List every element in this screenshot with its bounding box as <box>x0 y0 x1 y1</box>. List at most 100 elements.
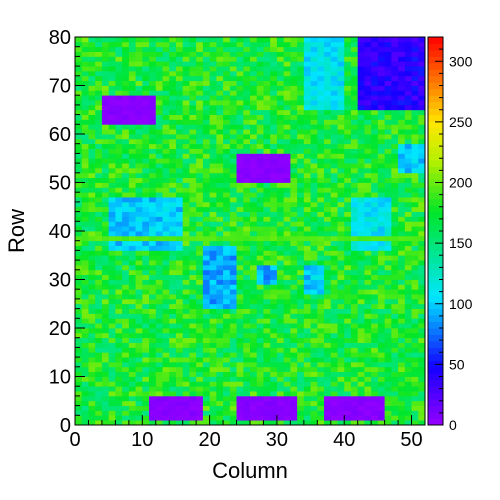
heatmap-cell <box>330 221 338 227</box>
heatmap-cell <box>263 328 271 334</box>
heatmap-cell <box>162 366 170 373</box>
heatmap-cell <box>357 143 365 149</box>
heatmap-cell <box>337 75 345 82</box>
heatmap-cell <box>377 289 386 295</box>
heatmap-cell <box>243 269 251 276</box>
heatmap-cell <box>270 328 278 334</box>
heatmap-cell <box>398 361 406 368</box>
heatmap-cell <box>310 75 318 82</box>
heatmap-cell <box>115 279 123 285</box>
heatmap-cell <box>263 114 271 120</box>
heatmap-cell <box>122 114 130 120</box>
heatmap-cell <box>122 70 130 77</box>
heatmap-cell <box>81 211 89 217</box>
heatmap-cell <box>229 328 237 334</box>
heatmap-cell <box>162 90 170 96</box>
heatmap-cell <box>391 206 399 212</box>
heatmap-cell <box>202 400 211 406</box>
heatmap-cell <box>202 318 211 324</box>
heatmap-cell <box>236 143 244 149</box>
heatmap-cell <box>391 163 399 169</box>
heatmap-cell <box>202 279 211 285</box>
heatmap-cell <box>297 328 305 334</box>
heatmap-cell <box>182 279 190 285</box>
heatmap-cell <box>398 284 406 290</box>
heatmap-cell <box>169 37 177 43</box>
heatmap-cell <box>344 187 352 193</box>
heatmap-cell <box>189 75 197 82</box>
heatmap-cell <box>344 192 352 198</box>
heatmap-cell <box>149 192 157 198</box>
heatmap-cell <box>344 167 352 174</box>
heatmap-cell <box>324 51 332 57</box>
heatmap-cell <box>88 298 96 305</box>
heatmap-cell <box>270 61 278 67</box>
heatmap-cell <box>142 294 150 300</box>
heatmap-cell <box>303 153 311 159</box>
heatmap-cell <box>377 138 386 145</box>
heatmap-cell <box>344 172 352 179</box>
heatmap-cell <box>324 260 332 266</box>
heatmap-cell <box>377 366 386 373</box>
heatmap-cell <box>310 260 318 266</box>
heatmap-cell <box>169 347 177 353</box>
heatmap-cell <box>418 90 426 96</box>
heatmap-cell <box>364 255 372 261</box>
heatmap-cell <box>101 298 110 305</box>
heatmap-cell <box>357 298 365 305</box>
heatmap-cell <box>330 250 338 256</box>
heatmap-cell <box>350 80 359 86</box>
heatmap-cell <box>290 167 298 174</box>
heatmap-cell <box>162 410 170 416</box>
heatmap-cell <box>189 80 197 86</box>
heatmap-cell <box>149 172 157 179</box>
heatmap-cell <box>371 148 379 154</box>
heatmap-cell <box>209 318 217 324</box>
heatmap-cell <box>243 308 251 314</box>
heatmap-cell <box>149 381 157 387</box>
heatmap-cell <box>263 381 271 387</box>
heatmap-cell <box>169 366 177 373</box>
heatmap-cell <box>391 211 399 217</box>
heatmap-cell <box>270 347 278 353</box>
heatmap-cell <box>270 294 278 300</box>
heatmap-cell <box>330 279 338 285</box>
heatmap-cell <box>182 148 190 154</box>
heatmap-cell <box>95 347 103 353</box>
heatmap-cell <box>169 337 177 343</box>
heatmap-cell <box>324 192 332 198</box>
heatmap-cell <box>404 100 412 106</box>
heatmap-cell <box>189 294 197 300</box>
heatmap-cell <box>377 70 386 77</box>
heatmap-cell <box>404 124 412 130</box>
heatmap-cell <box>276 386 285 392</box>
heatmap-cell <box>196 250 204 256</box>
heatmap-cell <box>250 279 258 285</box>
heatmap-cell <box>290 361 298 368</box>
heatmap-cell <box>283 46 291 52</box>
heatmap-cell <box>350 46 359 52</box>
heatmap-cell <box>411 75 419 82</box>
heatmap-cell <box>391 342 399 348</box>
heatmap-cell <box>223 167 231 174</box>
heatmap-cell <box>189 303 197 309</box>
heatmap-cell <box>196 400 204 406</box>
heatmap-cell <box>371 255 379 261</box>
heatmap-cell <box>350 240 359 246</box>
heatmap-cell <box>236 298 244 305</box>
heatmap-cell <box>384 138 392 145</box>
heatmap-cell <box>189 337 197 343</box>
heatmap-cell <box>404 235 412 242</box>
heatmap-cell <box>411 313 419 319</box>
heatmap-cell <box>364 46 372 52</box>
heatmap-cell <box>337 192 345 198</box>
heatmap-cell <box>216 420 224 426</box>
heatmap-cell <box>357 361 365 368</box>
heatmap-cell <box>149 221 157 227</box>
heatmap-cell <box>142 274 150 280</box>
heatmap-cell <box>310 284 318 290</box>
heatmap-cell <box>344 323 352 329</box>
heatmap-cell <box>155 172 163 179</box>
heatmap-cell <box>357 80 365 86</box>
heatmap-cell <box>330 85 338 91</box>
